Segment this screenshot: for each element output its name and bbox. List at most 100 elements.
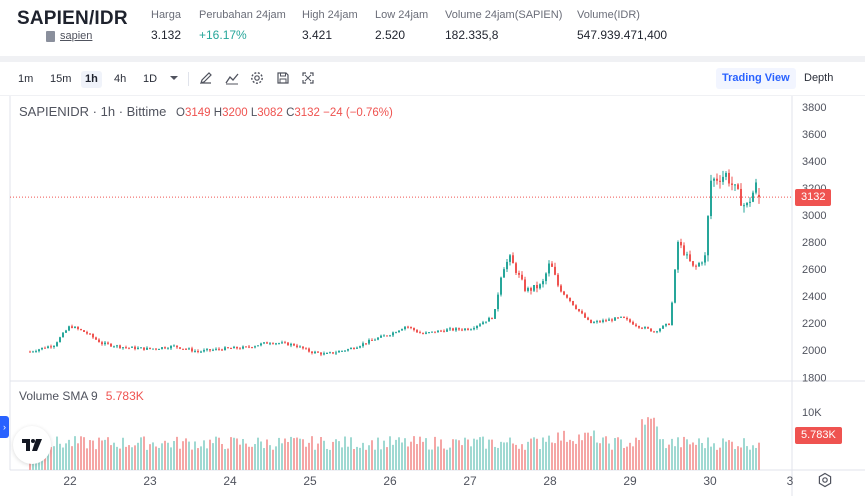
save-icon[interactable] — [275, 70, 291, 86]
candlestick-chart[interactable]: 1800200022002400260028003000320034003600… — [0, 96, 865, 502]
chart-container[interactable]: 1800200022002400260028003000320034003600… — [0, 96, 865, 502]
candle-body — [131, 346, 133, 348]
candle-body — [575, 305, 577, 310]
volume-bar — [464, 437, 466, 470]
volume-bar — [176, 436, 178, 470]
candle-body — [497, 294, 499, 310]
volume-bar — [353, 449, 355, 470]
volume-bar — [251, 446, 253, 470]
volume-bar — [416, 444, 418, 470]
candle-body — [167, 348, 169, 350]
interval-1d[interactable]: 1D — [143, 73, 158, 85]
stat-2: High 24jam 3.421 — [302, 9, 358, 42]
candle-body — [371, 339, 373, 341]
candle-body — [212, 349, 214, 351]
volume-bar — [194, 441, 196, 470]
candle-body — [143, 347, 145, 350]
x-tick-label: 30 — [703, 474, 717, 488]
volume-legend-value: 5.783K — [105, 389, 144, 403]
pair-info-link[interactable]: sapien — [46, 30, 92, 42]
candle-body — [272, 343, 274, 345]
volume-bar — [518, 448, 520, 470]
indicators-icon[interactable] — [224, 70, 240, 86]
volume-bar — [539, 449, 541, 470]
trading-view-tab[interactable]: Trading View — [716, 68, 796, 89]
volume-bar — [242, 438, 244, 470]
candle-body — [446, 329, 448, 332]
candle-body — [662, 325, 664, 329]
candle-body — [548, 263, 550, 274]
candle-body — [482, 322, 484, 325]
chart-settings-icon[interactable] — [817, 472, 833, 488]
candle-body — [557, 274, 559, 286]
candle-body — [410, 327, 412, 329]
fullscreen-icon[interactable] — [300, 70, 316, 86]
volume-bar — [629, 442, 631, 470]
candle-body — [101, 342, 103, 345]
volume-bar — [386, 447, 388, 470]
volume-bar — [698, 438, 700, 470]
candle-body — [737, 184, 739, 189]
volume-bar — [533, 437, 535, 470]
candle-body — [629, 319, 631, 322]
interval-1m[interactable]: 1m — [18, 73, 34, 85]
candle-body — [119, 345, 121, 348]
volume-bar — [56, 436, 58, 470]
candle-body — [617, 317, 619, 319]
candle-body — [344, 350, 346, 352]
candle-body — [185, 348, 187, 350]
candle-body — [614, 317, 616, 321]
volume-bar — [671, 438, 673, 470]
volume-bar — [395, 439, 397, 470]
stat-label: Low 24jam — [375, 9, 429, 21]
interval-15m[interactable]: 15m — [50, 73, 72, 85]
candle-body — [173, 345, 175, 347]
volume-bar — [158, 447, 160, 470]
volume-bar — [248, 446, 250, 470]
stat-label: Perubahan 24jam — [199, 9, 286, 21]
candle-body — [491, 317, 493, 319]
volume-bar — [296, 437, 298, 470]
candle-body — [335, 352, 337, 354]
candle-body — [470, 329, 472, 331]
candle-body — [80, 328, 82, 331]
volume-bar — [149, 444, 151, 470]
side-panel-toggle[interactable]: › — [0, 416, 9, 438]
candle-body — [560, 285, 562, 292]
candle-body — [725, 172, 727, 177]
volume-bar — [368, 445, 370, 470]
stat-4: Volume 24jam(SAPIEN) 182.335,8 — [445, 9, 562, 42]
draw-pencil-icon[interactable] — [198, 70, 214, 86]
candle-body — [260, 343, 262, 346]
candle-body — [290, 343, 292, 346]
y-tick-label: 2800 — [802, 237, 826, 249]
volume-bar — [86, 448, 88, 470]
candle-body — [194, 350, 196, 352]
document-icon — [46, 30, 55, 42]
volume-bar — [380, 449, 382, 470]
gear-icon[interactable] — [249, 70, 265, 86]
chevron-down-icon[interactable] — [166, 70, 182, 86]
candle-body — [755, 182, 757, 193]
volume-bar — [668, 444, 670, 470]
volume-bar — [524, 449, 526, 470]
volume-bar — [614, 438, 616, 470]
candle-body — [71, 326, 73, 329]
volume-bar — [716, 449, 718, 470]
volume-bar — [197, 448, 199, 470]
volume-bar — [212, 443, 214, 470]
candle-body — [683, 245, 685, 255]
volume-bar — [479, 437, 481, 470]
candle-body — [281, 342, 283, 344]
stat-0: Harga 3.132 — [151, 9, 181, 42]
candle-body — [233, 346, 235, 349]
toolbar-separator — [188, 72, 189, 86]
tradingview-logo[interactable] — [13, 426, 51, 464]
interval-1h[interactable]: 1h — [81, 71, 102, 88]
volume-bar — [458, 440, 460, 470]
candle-body — [92, 334, 94, 338]
volume-bar — [413, 436, 415, 470]
depth-tab[interactable]: Depth — [804, 72, 834, 84]
interval-4h[interactable]: 4h — [114, 73, 127, 85]
candle-body — [746, 202, 748, 206]
